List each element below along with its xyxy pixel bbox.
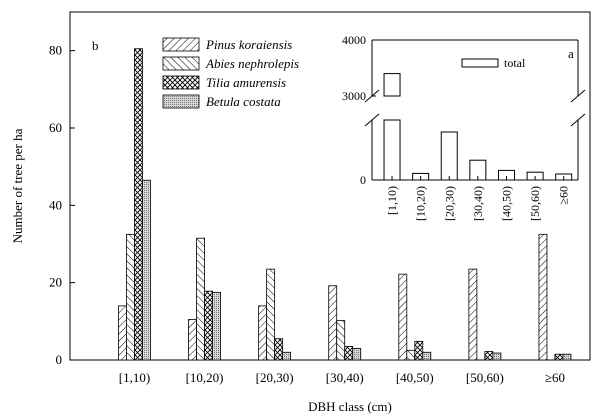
legend-swatch-2 xyxy=(162,56,200,71)
inset-x-tick-label: [40,50) xyxy=(499,186,513,221)
legend-label-1: Pinus koraiensis xyxy=(205,37,292,52)
legend-swatch-1 xyxy=(162,37,200,52)
bar-3-4 xyxy=(344,346,354,361)
bar-2-5 xyxy=(406,349,416,361)
legend-label-2: Abies nephrolepis xyxy=(205,56,299,71)
y-axis-title: Number of tree per ha xyxy=(10,128,25,243)
bar-4-4 xyxy=(352,347,362,361)
x-axis-title: DBH class (cm) xyxy=(308,399,392,414)
inset-y-tick-label: 0 xyxy=(360,173,366,187)
inset-plot: 0 3000 4000 [1,10) [10,20) [20,30) [30,40) [40,… xyxy=(342,33,586,221)
x-tick-label: ≥60 xyxy=(545,370,565,385)
legend-label-4: Betula costata xyxy=(206,94,281,109)
inset-x-tick-label: [30,40) xyxy=(471,186,485,221)
x-tick-label: [50,60) xyxy=(466,370,504,385)
y-tick-label: 80 xyxy=(49,43,62,58)
inset-break-mark xyxy=(570,89,586,103)
bar-4-6 xyxy=(492,352,502,361)
legend-swatch-4 xyxy=(162,94,200,109)
x-tick-label: [10,20) xyxy=(186,370,224,385)
inset-x-tick-label: [10,20) xyxy=(414,186,428,221)
y-tick-label: 20 xyxy=(49,275,62,290)
bar-3-3 xyxy=(274,338,284,361)
inset-x-tick-label: [20,30) xyxy=(442,186,456,221)
inset-bar-3 xyxy=(440,131,458,181)
bar-2-3 xyxy=(266,268,276,361)
bar-2-4 xyxy=(336,320,346,361)
bar-3-1 xyxy=(134,48,143,361)
main-plot: 0 20 40 60 80 [1,10) [10,20) [20,30) [30,40) [40,… xyxy=(10,11,591,414)
inset-break-mark xyxy=(364,113,380,127)
x-tick-label: [20,30) xyxy=(256,370,294,385)
bar-3-5 xyxy=(414,341,424,361)
legend-swatch-3 xyxy=(162,75,200,90)
bar-1-6 xyxy=(468,268,478,361)
inset-x-tick-label: [1,10) xyxy=(385,186,399,215)
bar-2-2 xyxy=(196,237,205,361)
bar-3-2 xyxy=(204,290,213,361)
panel-label-b: b xyxy=(92,38,99,53)
inset-break-mark xyxy=(364,89,380,103)
y-tick-label: 60 xyxy=(49,120,62,135)
y-tick-label: 40 xyxy=(49,197,62,212)
bar-3-7 xyxy=(554,353,564,361)
bar-4-2 xyxy=(212,291,221,361)
x-tick-label: [40,50) xyxy=(396,370,434,385)
y-tick-label: 0 xyxy=(56,352,63,367)
inset-bar-lower-1 xyxy=(383,119,401,181)
inset-bar-upper-1 xyxy=(383,73,401,97)
bar-1-1 xyxy=(118,305,127,361)
inset-break-mark xyxy=(570,113,586,127)
inset-legend-label: total xyxy=(504,56,526,70)
bar-4-3 xyxy=(282,351,292,361)
inset-y-tick-label: 4000 xyxy=(342,33,366,47)
x-tick-label: [30,40) xyxy=(326,370,364,385)
inset-x-tick-label: ≥60 xyxy=(557,186,571,205)
bar-1-5 xyxy=(398,273,408,361)
legend-label-3: Tilia amurensis xyxy=(206,75,286,90)
inset-y-tick-label: 3000 xyxy=(342,89,366,103)
bar-1-7 xyxy=(538,233,548,361)
inset-x-tick-label: [50,60) xyxy=(528,186,542,221)
bar-4-7 xyxy=(562,353,572,361)
bar-2-1 xyxy=(126,233,135,361)
inset-legend-swatch xyxy=(461,58,499,68)
panel-label-a: a xyxy=(568,46,574,61)
bar-4-5 xyxy=(422,351,432,361)
bar-1-3 xyxy=(258,305,268,361)
bar-1-4 xyxy=(328,285,338,361)
bar-3-6 xyxy=(484,351,494,361)
bar-1-2 xyxy=(188,318,197,361)
x-tick-label: [1,10) xyxy=(119,370,150,385)
bar-4-1 xyxy=(142,179,151,361)
